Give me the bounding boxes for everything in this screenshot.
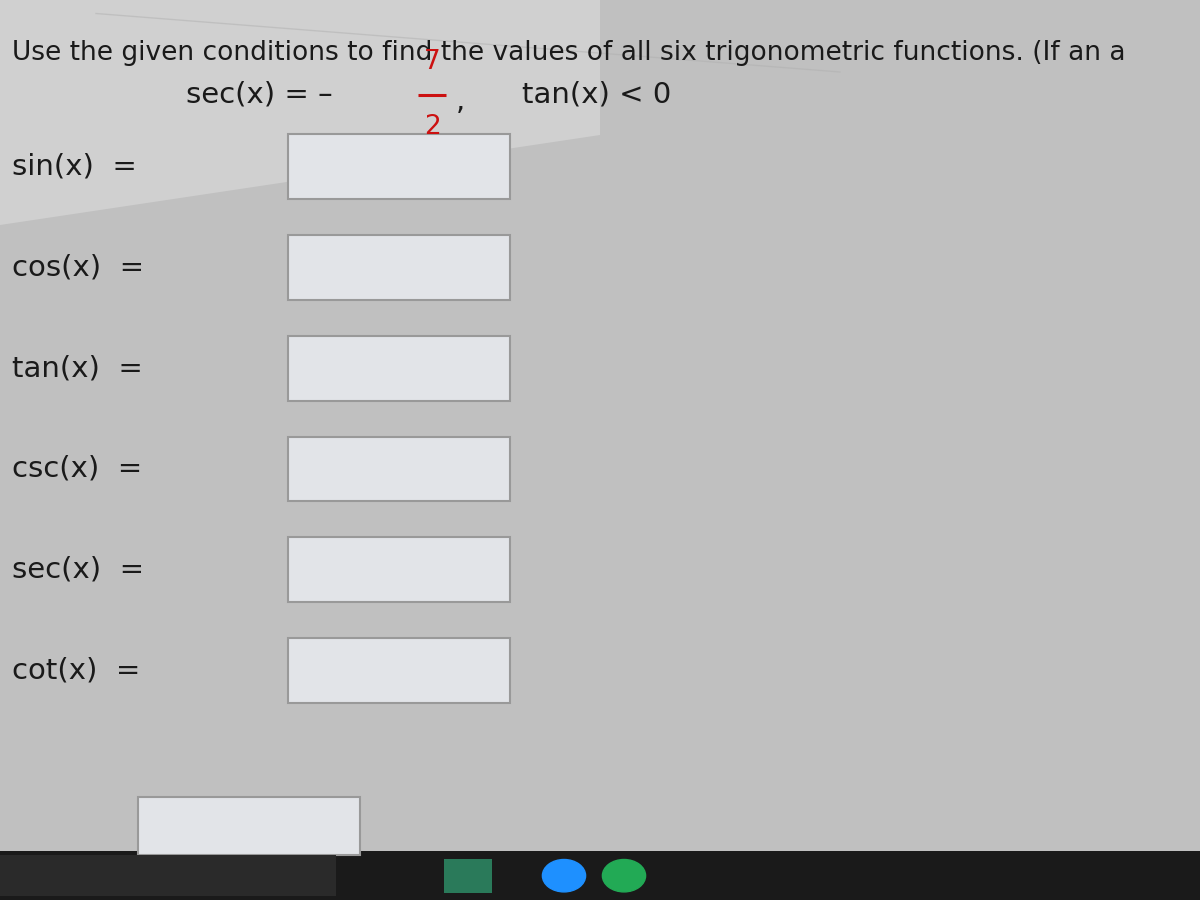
FancyBboxPatch shape [288, 537, 510, 602]
Text: Use the given conditions to find the values of all six trigonometric functions. : Use the given conditions to find the val… [12, 40, 1126, 67]
Bar [444, 859, 492, 893]
Circle shape [602, 860, 646, 892]
Text: sin(x)  =: sin(x) = [12, 152, 137, 181]
FancyBboxPatch shape [138, 796, 360, 855]
Text: 7: 7 [424, 49, 440, 75]
FancyBboxPatch shape [288, 235, 510, 300]
Text: sec(x)  =: sec(x) = [12, 555, 144, 584]
FancyBboxPatch shape [288, 638, 510, 703]
Text: sec(x) = –: sec(x) = – [186, 80, 342, 109]
Text: cos(x)  =: cos(x) = [12, 253, 144, 282]
FancyBboxPatch shape [288, 336, 510, 400]
Text: cot(x)  =: cot(x) = [12, 656, 140, 685]
FancyBboxPatch shape [288, 436, 510, 501]
Circle shape [542, 860, 586, 892]
Text: ,: , [456, 87, 466, 116]
Bar [0, 855, 336, 896]
Text: 2: 2 [424, 114, 440, 140]
Text: tan(x)  =: tan(x) = [12, 354, 143, 382]
Text: csc(x)  =: csc(x) = [12, 454, 143, 483]
Polygon shape [0, 0, 600, 225]
FancyBboxPatch shape [288, 134, 510, 199]
Text: tan(x) < 0: tan(x) < 0 [522, 80, 671, 109]
Bar [0, 850, 1200, 900]
